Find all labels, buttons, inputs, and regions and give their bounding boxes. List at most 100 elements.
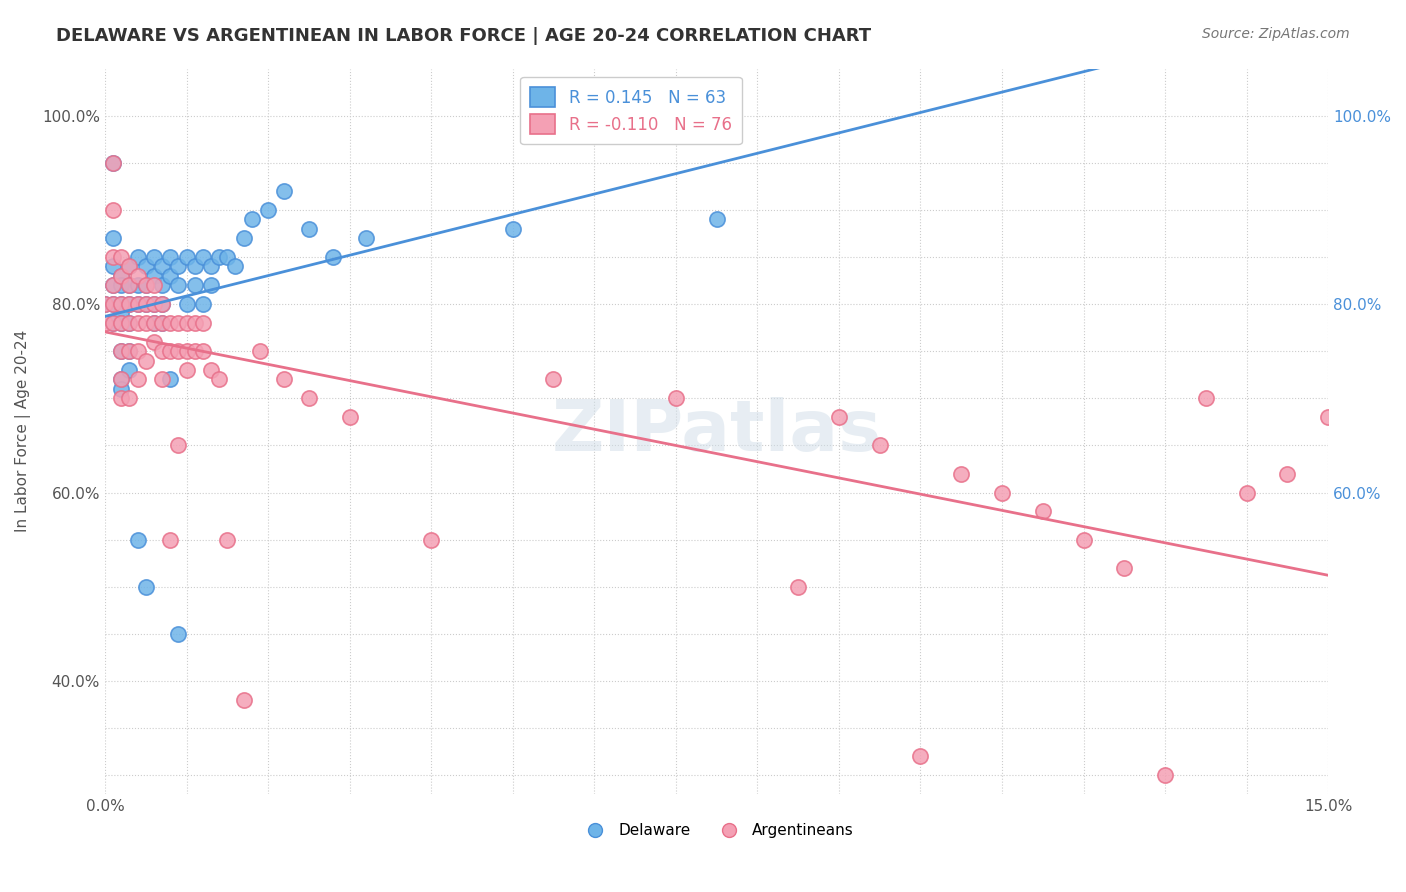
Point bbox=[257, 202, 280, 217]
Point bbox=[176, 344, 198, 359]
Point bbox=[142, 316, 165, 330]
Point bbox=[176, 363, 198, 377]
Point bbox=[135, 297, 157, 311]
Point bbox=[101, 155, 124, 169]
Point bbox=[101, 316, 124, 330]
Point bbox=[127, 316, 149, 330]
Point bbox=[1195, 392, 1218, 406]
Point bbox=[232, 231, 254, 245]
Point bbox=[110, 250, 132, 264]
Point bbox=[127, 268, 149, 283]
Point bbox=[869, 438, 891, 452]
Point bbox=[339, 410, 361, 425]
Point bbox=[176, 316, 198, 330]
Point bbox=[176, 250, 198, 264]
Point bbox=[167, 260, 190, 274]
Point bbox=[110, 297, 132, 311]
Point bbox=[150, 316, 173, 330]
Point bbox=[110, 372, 132, 386]
Point bbox=[167, 344, 190, 359]
Point bbox=[142, 278, 165, 293]
Point bbox=[273, 184, 295, 198]
Point bbox=[828, 410, 851, 425]
Point bbox=[1154, 768, 1177, 782]
Point bbox=[118, 344, 141, 359]
Point bbox=[183, 344, 205, 359]
Point bbox=[135, 278, 157, 293]
Point bbox=[101, 155, 124, 169]
Point bbox=[150, 344, 173, 359]
Point bbox=[787, 580, 810, 594]
Point bbox=[110, 382, 132, 396]
Point bbox=[150, 297, 173, 311]
Point bbox=[167, 627, 190, 641]
Point bbox=[208, 250, 231, 264]
Point bbox=[118, 297, 141, 311]
Point bbox=[127, 297, 149, 311]
Point bbox=[150, 260, 173, 274]
Point bbox=[176, 297, 198, 311]
Point bbox=[543, 372, 565, 386]
Point bbox=[110, 372, 132, 386]
Point bbox=[167, 316, 190, 330]
Point bbox=[110, 297, 132, 311]
Y-axis label: In Labor Force | Age 20-24: In Labor Force | Age 20-24 bbox=[15, 330, 31, 533]
Point bbox=[101, 297, 124, 311]
Point bbox=[118, 363, 141, 377]
Point bbox=[150, 297, 173, 311]
Point bbox=[183, 260, 205, 274]
Point bbox=[249, 344, 271, 359]
Point bbox=[135, 316, 157, 330]
Point bbox=[118, 297, 141, 311]
Point bbox=[1277, 467, 1299, 481]
Point bbox=[127, 533, 149, 547]
Point bbox=[142, 250, 165, 264]
Point bbox=[217, 250, 239, 264]
Point bbox=[167, 278, 190, 293]
Point bbox=[240, 212, 263, 227]
Point bbox=[135, 297, 157, 311]
Point bbox=[950, 467, 973, 481]
Point bbox=[142, 334, 165, 349]
Point bbox=[127, 372, 149, 386]
Point bbox=[200, 363, 222, 377]
Point bbox=[127, 278, 149, 293]
Point bbox=[159, 344, 181, 359]
Point bbox=[322, 250, 344, 264]
Point bbox=[159, 533, 181, 547]
Point bbox=[110, 392, 132, 406]
Point bbox=[150, 372, 173, 386]
Point bbox=[101, 278, 124, 293]
Point bbox=[118, 278, 141, 293]
Point bbox=[94, 297, 117, 311]
Point bbox=[420, 533, 443, 547]
Point bbox=[118, 278, 141, 293]
Point bbox=[200, 278, 222, 293]
Text: DELAWARE VS ARGENTINEAN IN LABOR FORCE | AGE 20-24 CORRELATION CHART: DELAWARE VS ARGENTINEAN IN LABOR FORCE |… bbox=[56, 27, 872, 45]
Point bbox=[142, 297, 165, 311]
Point bbox=[118, 260, 141, 274]
Point bbox=[110, 268, 132, 283]
Point bbox=[135, 580, 157, 594]
Point bbox=[665, 392, 688, 406]
Point bbox=[150, 316, 173, 330]
Point bbox=[191, 316, 214, 330]
Point bbox=[159, 316, 181, 330]
Point bbox=[208, 372, 231, 386]
Point bbox=[101, 297, 124, 311]
Point bbox=[135, 353, 157, 368]
Point bbox=[191, 344, 214, 359]
Point bbox=[1236, 485, 1258, 500]
Point bbox=[101, 278, 124, 293]
Point bbox=[110, 306, 132, 320]
Point bbox=[159, 268, 181, 283]
Point bbox=[101, 231, 124, 245]
Point bbox=[135, 278, 157, 293]
Point bbox=[118, 260, 141, 274]
Point bbox=[1032, 504, 1054, 518]
Point bbox=[200, 260, 222, 274]
Point bbox=[298, 392, 321, 406]
Point bbox=[118, 344, 141, 359]
Point bbox=[273, 372, 295, 386]
Point bbox=[183, 278, 205, 293]
